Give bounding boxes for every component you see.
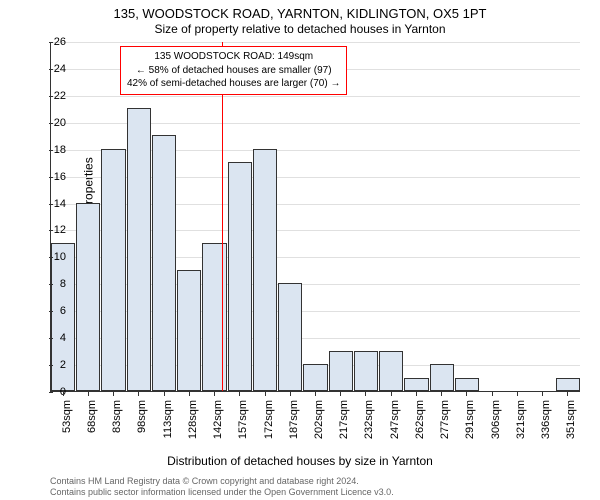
annotation-line2: ← 58% of detached houses are smaller (97… [127, 64, 340, 78]
histogram-bar [303, 364, 327, 391]
x-tick-label: 53sqm [61, 400, 73, 433]
histogram-bar [354, 351, 378, 391]
x-tick-label: 98sqm [136, 400, 148, 433]
histogram-bar [127, 108, 151, 391]
x-tick-label: 83sqm [111, 400, 123, 433]
histogram-bar [76, 203, 100, 391]
y-tick-mark [49, 311, 53, 312]
x-axis-label: Distribution of detached houses by size … [0, 454, 600, 468]
x-tick-mark [214, 392, 215, 396]
x-tick-mark [88, 392, 89, 396]
histogram-bar [177, 270, 201, 391]
x-tick-label: 232sqm [363, 400, 375, 439]
annotation-line1: 135 WOODSTOCK ROAD: 149sqm [127, 50, 340, 64]
footer-line2: Contains public sector information licen… [50, 487, 394, 497]
x-tick-mark [492, 392, 493, 396]
x-tick-label: 262sqm [414, 400, 426, 439]
x-tick-mark [164, 392, 165, 396]
x-tick-mark [517, 392, 518, 396]
footer-line1: Contains HM Land Registry data © Crown c… [50, 476, 359, 486]
histogram-bar [278, 283, 302, 391]
x-tick-label: 157sqm [237, 400, 249, 439]
chart-title-line1: 135, WOODSTOCK ROAD, YARNTON, KIDLINGTON… [0, 6, 600, 21]
x-tick-mark [416, 392, 417, 396]
y-tick-mark [49, 392, 53, 393]
histogram-bar [253, 149, 277, 391]
grid-line [51, 96, 580, 97]
y-tick-mark [49, 123, 53, 124]
y-tick-mark [49, 204, 53, 205]
y-tick-mark [49, 284, 53, 285]
y-tick-mark [49, 177, 53, 178]
x-tick-mark [239, 392, 240, 396]
y-tick-mark [49, 69, 53, 70]
x-tick-mark [63, 392, 64, 396]
annotation-line3: 42% of semi-detached houses are larger (… [127, 77, 340, 91]
x-tick-label: 306sqm [490, 400, 502, 439]
annotation-box: 135 WOODSTOCK ROAD: 149sqm ← 58% of deta… [120, 46, 347, 95]
y-tick-mark [49, 150, 53, 151]
x-tick-label: 142sqm [212, 400, 224, 439]
x-tick-mark [441, 392, 442, 396]
chart-title-line2: Size of property relative to detached ho… [0, 22, 600, 36]
x-tick-mark [340, 392, 341, 396]
x-tick-label: 202sqm [313, 400, 325, 439]
histogram-bar [404, 378, 428, 391]
x-tick-label: 217sqm [338, 400, 350, 439]
x-tick-label: 291sqm [464, 400, 476, 439]
x-tick-label: 113sqm [162, 400, 174, 438]
y-tick-mark [49, 96, 53, 97]
x-tick-mark [365, 392, 366, 396]
x-tick-label: 336sqm [540, 400, 552, 439]
histogram-bar [379, 351, 403, 391]
y-tick-mark [49, 338, 53, 339]
x-tick-mark [391, 392, 392, 396]
x-tick-mark [542, 392, 543, 396]
x-tick-mark [466, 392, 467, 396]
x-tick-label: 172sqm [263, 400, 275, 439]
chart-container: 135, WOODSTOCK ROAD, YARNTON, KIDLINGTON… [0, 0, 600, 500]
y-tick-mark [49, 365, 53, 366]
x-tick-label: 321sqm [515, 400, 527, 439]
x-tick-label: 351sqm [565, 400, 577, 439]
histogram-bar [152, 135, 176, 391]
x-tick-mark [189, 392, 190, 396]
y-tick-mark [49, 230, 53, 231]
x-tick-mark [265, 392, 266, 396]
x-tick-label: 277sqm [439, 400, 451, 439]
histogram-bar [228, 162, 252, 391]
grid-line [51, 42, 580, 43]
histogram-bar [455, 378, 479, 391]
x-tick-label: 247sqm [389, 400, 401, 439]
y-tick-mark [49, 257, 53, 258]
histogram-bar [556, 378, 580, 391]
plot-area [50, 42, 580, 392]
x-tick-mark [113, 392, 114, 396]
y-tick-mark [49, 42, 53, 43]
histogram-bar [329, 351, 353, 391]
x-tick-mark [567, 392, 568, 396]
x-tick-mark [315, 392, 316, 396]
x-tick-mark [290, 392, 291, 396]
x-tick-mark [138, 392, 139, 396]
histogram-bar [101, 149, 125, 391]
histogram-bar [430, 364, 454, 391]
x-tick-label: 68sqm [86, 400, 98, 433]
x-tick-label: 187sqm [288, 400, 300, 439]
x-tick-label: 128sqm [187, 400, 199, 439]
